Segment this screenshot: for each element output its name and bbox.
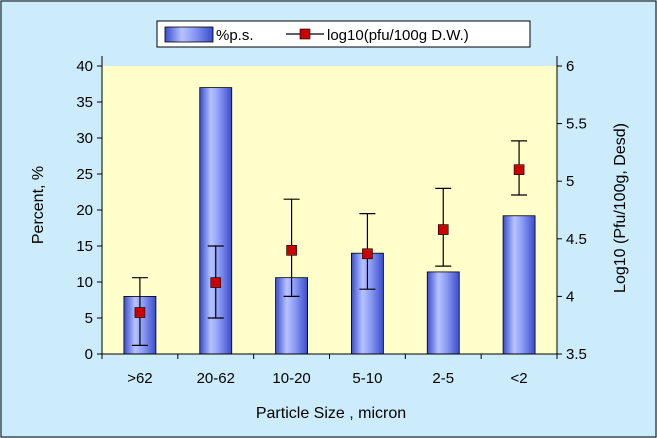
bar-4 <box>426 271 460 355</box>
y-tick-label-3: 15 <box>76 238 93 255</box>
legend: %p.s. log10(pfu/100g D.W.) <box>156 20 531 48</box>
marker-3 <box>362 248 373 260</box>
y2-tick-label-3: 5 <box>566 173 574 190</box>
y-tick-label-8: 40 <box>76 58 93 75</box>
x-tick-label-3: 5-10 <box>352 370 382 387</box>
y-tick-label-6: 30 <box>76 130 93 147</box>
y2-tick-label-2: 4.5 <box>566 231 587 248</box>
legend-marker-swatch <box>299 28 311 40</box>
bar-1 <box>199 87 233 355</box>
x-tick-label-0: >62 <box>127 370 152 387</box>
x-tick-label-1: 20-62 <box>197 370 235 387</box>
y2-tick-label-0: 3.5 <box>566 346 587 363</box>
x-tick-label-5: <2 <box>511 370 528 387</box>
bar-5 <box>502 215 536 355</box>
y-tick-label-7: 35 <box>76 94 93 111</box>
y-tick-label-0: 0 <box>85 346 93 363</box>
bar-2 <box>275 277 308 355</box>
y-tick-label-2: 10 <box>76 274 93 291</box>
y-tick-label-5: 25 <box>76 166 93 183</box>
legend-label-bars: %p.s. <box>216 27 254 44</box>
y2-tick-label-1: 4 <box>566 288 574 305</box>
plot-area <box>102 66 557 354</box>
legend-bar-swatch <box>164 26 214 43</box>
y-axis-title: Percent, % <box>30 166 47 244</box>
marker-5 <box>513 164 525 175</box>
y-tick-label-1: 5 <box>85 310 93 327</box>
y-tick-label-4: 20 <box>76 202 93 219</box>
marker-4 <box>437 224 449 235</box>
x-tick-label-4: 2-5 <box>432 370 454 387</box>
y2-tick-label-5: 6 <box>566 58 574 75</box>
y2-tick-label-4: 5.5 <box>566 116 587 133</box>
legend-label-markers: log10(pfu/100g D.W.) <box>327 27 469 44</box>
y2-axis-title: Log10 (Pfu/100g, Desd) <box>612 123 629 293</box>
x-tick-label-2: 10-20 <box>272 370 310 387</box>
marker-1 <box>210 277 222 288</box>
marker-2 <box>286 245 297 256</box>
legend-box <box>156 20 531 48</box>
marker-0 <box>134 307 146 318</box>
x-axis-title: Particle Size , micron <box>256 405 406 422</box>
